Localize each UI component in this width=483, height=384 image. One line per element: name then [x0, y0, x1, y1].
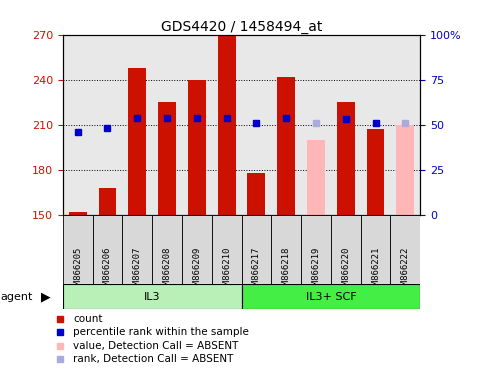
Text: GSM866222: GSM866222: [401, 246, 410, 295]
FancyBboxPatch shape: [301, 215, 331, 284]
Bar: [247, 173, 265, 215]
Text: GSM866220: GSM866220: [341, 246, 350, 295]
Bar: [69, 212, 86, 215]
Text: GSM866208: GSM866208: [163, 246, 171, 295]
FancyBboxPatch shape: [63, 284, 242, 309]
Text: GSM866218: GSM866218: [282, 246, 291, 295]
FancyBboxPatch shape: [63, 215, 93, 284]
Text: GSM866217: GSM866217: [252, 246, 261, 295]
Text: GSM866207: GSM866207: [133, 246, 142, 295]
Text: value, Detection Call = ABSENT: value, Detection Call = ABSENT: [73, 341, 239, 351]
Bar: [158, 102, 176, 215]
Text: GSM866209: GSM866209: [192, 246, 201, 295]
Text: GSM866206: GSM866206: [103, 246, 112, 295]
Bar: [218, 35, 236, 215]
FancyBboxPatch shape: [331, 215, 361, 284]
FancyBboxPatch shape: [93, 215, 122, 284]
Bar: [188, 80, 206, 215]
Bar: [99, 188, 116, 215]
Bar: [128, 68, 146, 215]
FancyBboxPatch shape: [242, 215, 271, 284]
FancyBboxPatch shape: [271, 215, 301, 284]
Text: IL3+ SCF: IL3+ SCF: [306, 291, 356, 302]
Bar: [337, 102, 355, 215]
FancyBboxPatch shape: [242, 284, 420, 309]
Text: percentile rank within the sample: percentile rank within the sample: [73, 327, 249, 337]
Bar: [367, 129, 384, 215]
Text: IL3: IL3: [144, 291, 160, 302]
FancyBboxPatch shape: [390, 215, 420, 284]
FancyBboxPatch shape: [182, 215, 212, 284]
Bar: [277, 77, 295, 215]
Bar: [307, 140, 325, 215]
Text: GSM866221: GSM866221: [371, 246, 380, 295]
Bar: [397, 125, 414, 215]
Text: GSM866219: GSM866219: [312, 246, 320, 295]
Text: agent: agent: [0, 291, 32, 302]
Text: count: count: [73, 314, 103, 324]
Text: ▶: ▶: [41, 290, 51, 303]
FancyBboxPatch shape: [361, 215, 390, 284]
FancyBboxPatch shape: [152, 215, 182, 284]
FancyBboxPatch shape: [212, 215, 242, 284]
FancyBboxPatch shape: [122, 215, 152, 284]
Title: GDS4420 / 1458494_at: GDS4420 / 1458494_at: [161, 20, 322, 33]
Text: GSM866205: GSM866205: [73, 246, 82, 295]
Text: rank, Detection Call = ABSENT: rank, Detection Call = ABSENT: [73, 354, 234, 364]
Text: GSM866210: GSM866210: [222, 246, 231, 295]
